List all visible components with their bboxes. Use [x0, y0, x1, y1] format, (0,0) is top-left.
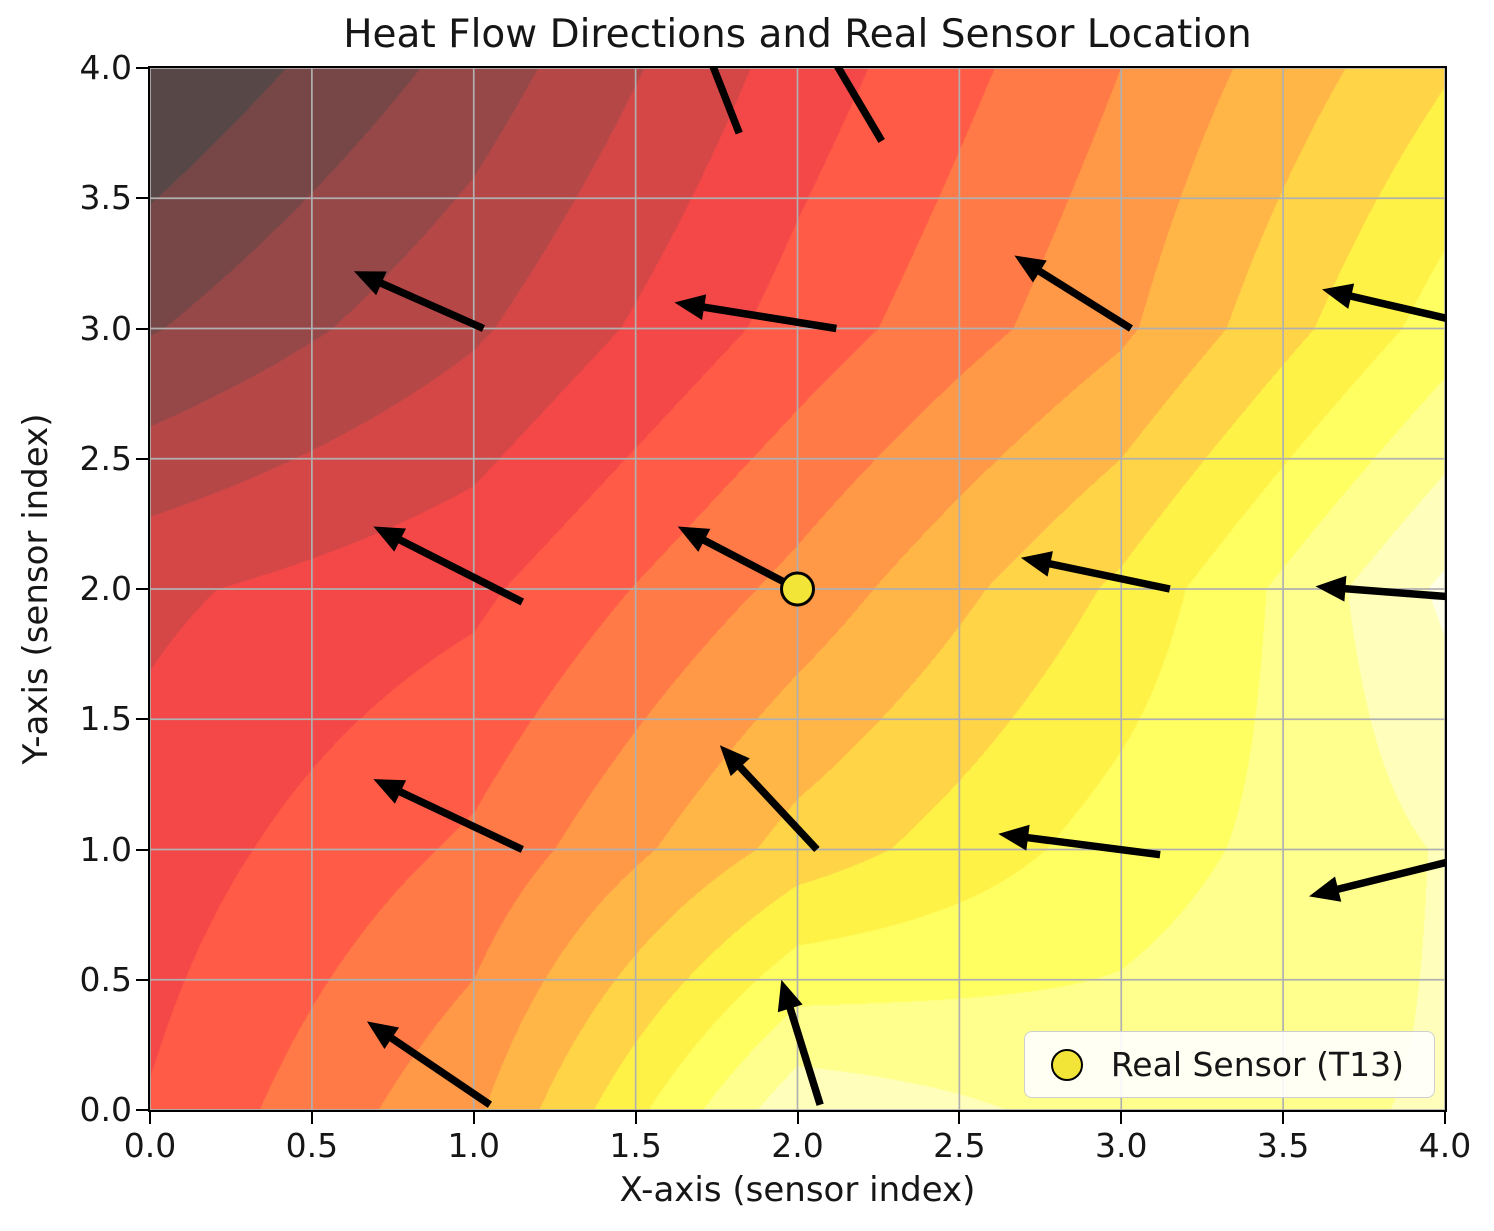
quiver-arrow-shaft: [377, 278, 485, 332]
x-tick-mark: [796, 1112, 799, 1124]
quiver-arrow-head: [1315, 575, 1347, 602]
x-tick-mark: [1282, 1112, 1285, 1124]
x-tick-label: 3.0: [1095, 1126, 1148, 1165]
y-tick-mark: [136, 848, 148, 851]
quiver-overlay: [150, 68, 1445, 1110]
y-tick-label: 3.0: [79, 308, 132, 348]
chart-title: Heat Flow Directions and Real Sensor Loc…: [343, 12, 1252, 57]
quiver-arrow-shaft: [700, 303, 837, 333]
quiver-arrow-shaft: [785, 1004, 824, 1106]
x-tick-label: 2.5: [933, 1126, 986, 1165]
y-tick-mark: [136, 67, 148, 69]
x-tick-label: 4.0: [1418, 1126, 1472, 1165]
quiver-arrow-shaft: [735, 762, 820, 853]
quiver-arrow-head: [1020, 551, 1053, 577]
y-tick-mark: [136, 327, 148, 330]
y-tick-label: 3.5: [79, 178, 132, 218]
quiver-arrow-head: [674, 294, 707, 321]
quiver-arrow-shaft: [1347, 291, 1445, 322]
y-tick-label: 4.0: [79, 48, 132, 87]
plot-area: Real Sensor (T13): [148, 66, 1447, 1112]
y-tick-label: 0.0: [79, 1090, 132, 1129]
x-tick-label: 1.5: [609, 1126, 662, 1165]
quiver-arrow-head: [1321, 283, 1355, 309]
legend: Real Sensor (T13): [1023, 1031, 1435, 1098]
quiver-arrow-shaft: [1024, 833, 1161, 859]
x-tick-mark: [634, 1112, 637, 1124]
y-tick-mark: [136, 197, 148, 200]
x-tick-label: 3.5: [1256, 1126, 1310, 1165]
quiver-arrow-shaft: [396, 787, 524, 853]
quiver-arrow-head: [366, 1021, 400, 1050]
quiver-arrow-shaft: [699, 535, 800, 593]
quiver-arrow-shaft: [1035, 266, 1133, 332]
quiver-arrow-head: [373, 526, 407, 552]
quiver-arrow-head: [677, 526, 711, 552]
quiver-arrow-head: [777, 979, 803, 1013]
x-tick-mark: [310, 1112, 313, 1124]
sensor-marker: [780, 571, 815, 607]
y-tick-label: 2.0: [79, 569, 132, 608]
x-tick-mark: [1120, 1112, 1123, 1124]
y-tick-mark: [136, 978, 148, 981]
quiver-arrow-shaft: [1046, 559, 1171, 593]
quiver-arrow-shaft: [387, 1033, 493, 1108]
quiver-arrow-shaft: [709, 68, 743, 135]
x-tick-label: 1.0: [447, 1126, 500, 1165]
quiver-arrow-shaft: [1342, 584, 1445, 601]
y-tick-label: 1.0: [79, 829, 132, 869]
legend-label: Real Sensor (T13): [1110, 1045, 1404, 1084]
x-axis-label: X-axis (sensor index): [619, 1170, 976, 1210]
quiver-arrow-head: [373, 779, 407, 804]
quiver-arrow-shaft: [1334, 858, 1445, 894]
quiver-arrow-head: [1309, 876, 1342, 902]
y-tick-mark: [136, 457, 148, 460]
y-tick-mark: [136, 718, 148, 721]
x-tick-mark: [1444, 1112, 1446, 1124]
legend-sensor-marker: [1050, 1048, 1083, 1081]
y-tick-label: 0.5: [79, 959, 132, 999]
quiver-arrow-shaft: [395, 535, 525, 606]
y-tick-mark: [136, 1109, 148, 1111]
x-tick-mark: [958, 1112, 961, 1124]
x-tick-label: 2.0: [771, 1126, 824, 1165]
quiver-arrow-head: [719, 745, 750, 777]
y-tick-label: 1.5: [79, 699, 132, 739]
quiver-arrow-shaft: [834, 68, 885, 143]
x-tick-label: 0.5: [285, 1126, 339, 1165]
quiver-arrow-head: [353, 271, 387, 296]
y-tick-label: 2.5: [79, 438, 132, 478]
quiver-arrow-head: [1014, 255, 1047, 283]
x-tick-label: 0.0: [123, 1126, 177, 1165]
quiver-arrow-head: [998, 824, 1030, 851]
x-tick-mark: [472, 1112, 475, 1124]
y-tick-mark: [136, 588, 148, 590]
x-tick-mark: [149, 1112, 151, 1124]
